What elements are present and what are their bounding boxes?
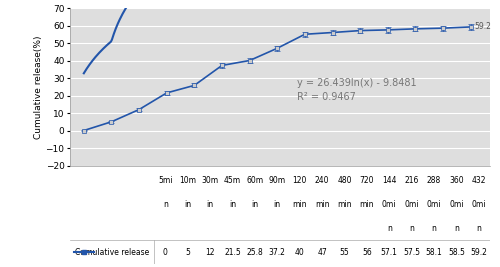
Text: n: n: [387, 224, 392, 233]
Text: 55: 55: [340, 248, 349, 257]
Text: 30m: 30m: [202, 176, 218, 185]
Text: 432: 432: [472, 176, 486, 185]
Text: 47: 47: [317, 248, 327, 257]
Text: 0mi: 0mi: [404, 200, 419, 209]
Text: 60m: 60m: [246, 176, 264, 185]
Text: 37.2: 37.2: [269, 248, 285, 257]
Text: in: in: [251, 200, 258, 209]
Text: 216: 216: [404, 176, 419, 185]
Text: y = 26.439ln(x) - 9.8481
R² = 0.9467: y = 26.439ln(x) - 9.8481 R² = 0.9467: [297, 78, 416, 102]
Text: 240: 240: [315, 176, 329, 185]
Text: 59.2: 59.2: [470, 248, 487, 257]
Text: min: min: [337, 200, 351, 209]
Text: 5: 5: [185, 248, 190, 257]
Text: n: n: [476, 224, 481, 233]
Text: 0mi: 0mi: [472, 200, 486, 209]
Text: min: min: [360, 200, 374, 209]
Text: n: n: [163, 200, 168, 209]
Text: 58.5: 58.5: [448, 248, 465, 257]
Text: n: n: [409, 224, 414, 233]
Text: 0: 0: [163, 248, 168, 257]
Text: 0mi: 0mi: [449, 200, 464, 209]
Text: 45m: 45m: [224, 176, 241, 185]
Text: 56: 56: [362, 248, 372, 257]
Text: 480: 480: [337, 176, 351, 185]
Text: 10m: 10m: [179, 176, 196, 185]
Text: 0mi: 0mi: [427, 200, 442, 209]
Text: 57.1: 57.1: [381, 248, 398, 257]
Text: n: n: [432, 224, 436, 233]
Text: in: in: [229, 200, 236, 209]
Text: 59.2: 59.2: [474, 22, 491, 30]
Text: min: min: [315, 200, 329, 209]
Text: 25.8: 25.8: [246, 248, 263, 257]
Text: Cumulative release: Cumulative release: [75, 248, 149, 257]
Y-axis label: Cumulative release(%): Cumulative release(%): [34, 35, 42, 139]
Text: 288: 288: [427, 176, 441, 185]
Text: 5mi: 5mi: [158, 176, 172, 185]
Text: 21.5: 21.5: [224, 248, 241, 257]
Text: in: in: [206, 200, 214, 209]
Text: 144: 144: [382, 176, 396, 185]
Text: 12: 12: [206, 248, 215, 257]
Text: in: in: [184, 200, 191, 209]
Text: 120: 120: [292, 176, 307, 185]
Text: 720: 720: [360, 176, 374, 185]
Text: 90m: 90m: [268, 176, 286, 185]
Text: in: in: [274, 200, 281, 209]
Text: min: min: [292, 200, 307, 209]
Text: 58.1: 58.1: [426, 248, 442, 257]
Text: 360: 360: [449, 176, 464, 185]
Text: 0mi: 0mi: [382, 200, 396, 209]
Text: 57.5: 57.5: [403, 248, 420, 257]
Text: 40: 40: [294, 248, 304, 257]
Text: n: n: [454, 224, 459, 233]
